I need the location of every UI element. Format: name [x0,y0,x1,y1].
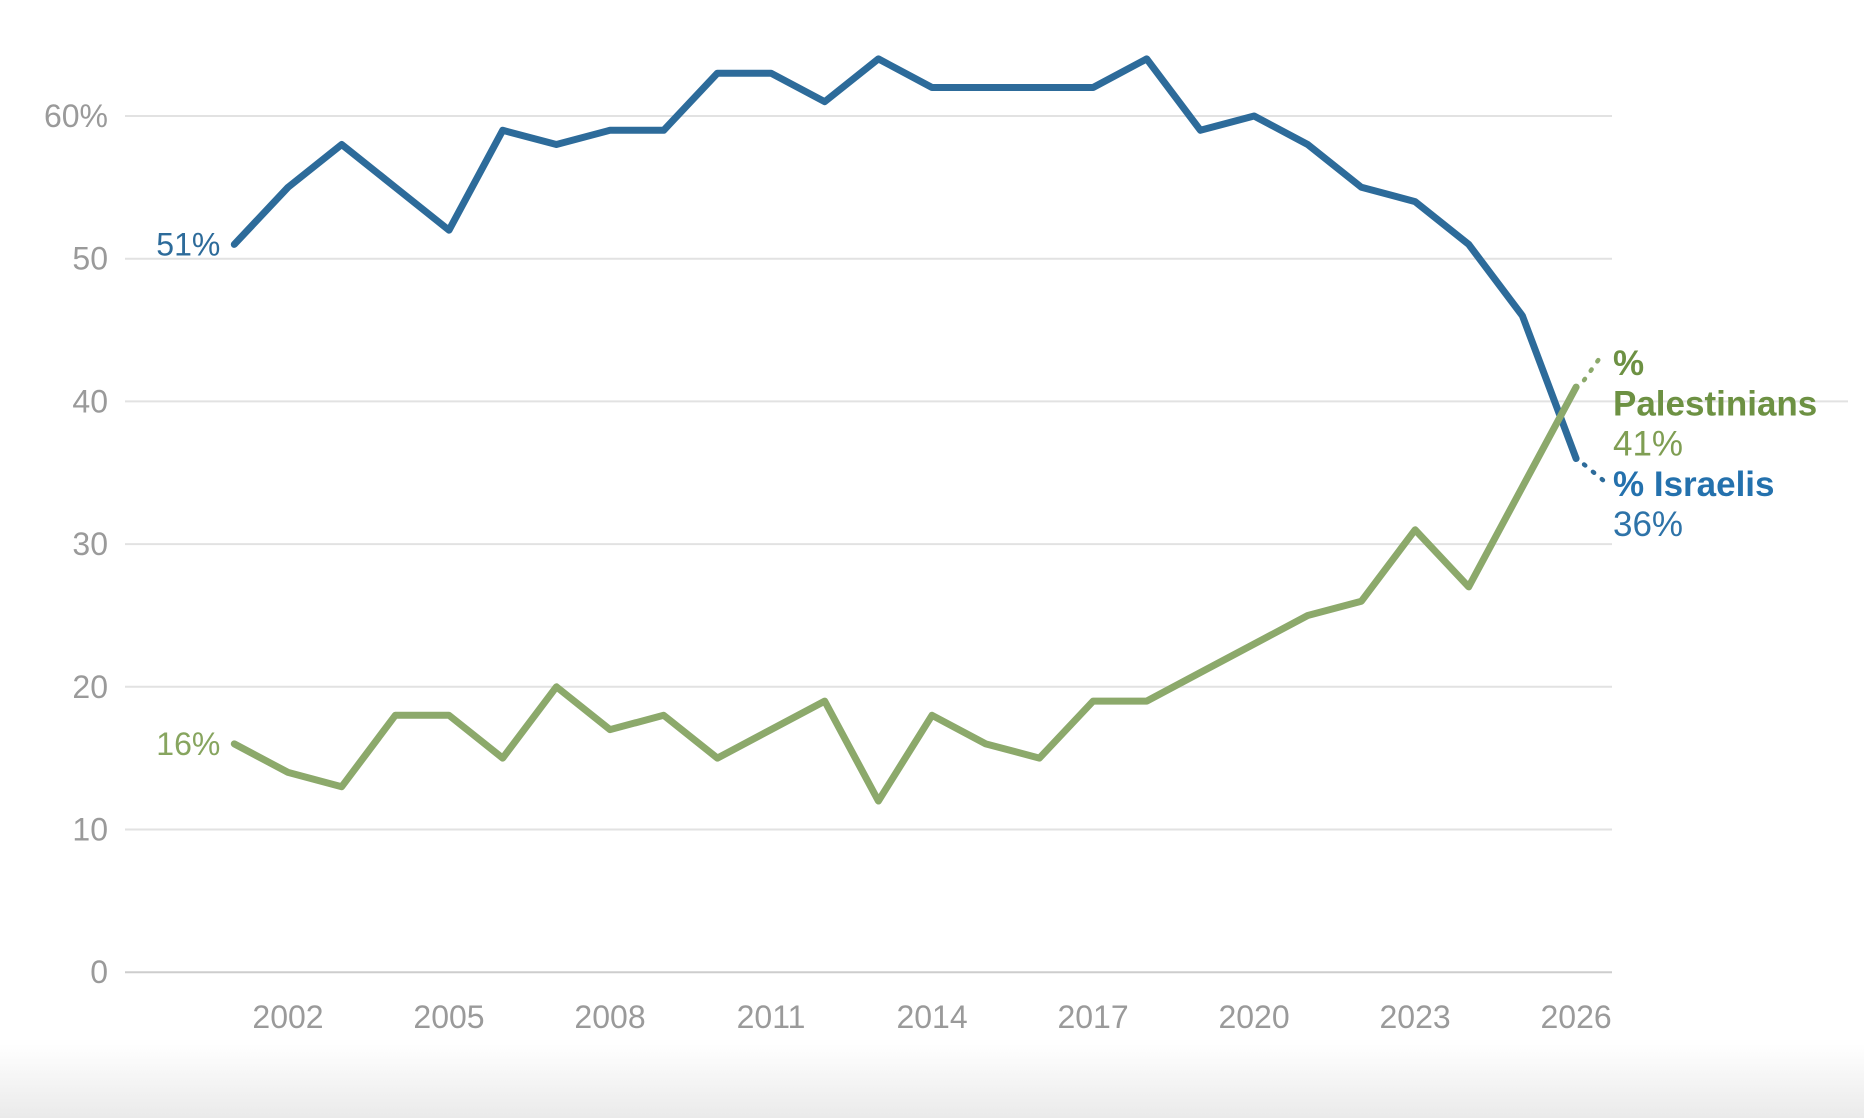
y-axis-label: 20 [72,669,108,705]
israelis-connector-dotted [1581,462,1607,484]
legend-palestinians-value: 41% [1613,425,1683,464]
x-axis-label: 2011 [737,999,806,1035]
x-axis-label: 2026 [1540,999,1611,1035]
legend-palestinians-name: Palestinians [1613,384,1817,423]
legend-israelis-name: % Israelis [1613,465,1775,504]
israelis-start-label: 51% [156,226,220,262]
y-axis-label: 0 [90,954,108,990]
x-axis-label: 2020 [1218,999,1289,1035]
x-axis-label: 2008 [574,999,645,1035]
legend-israelis-value: 36% [1613,505,1683,544]
y-axis-label: 10 [72,812,108,848]
y-axis-label: 40 [72,383,108,419]
x-axis-label: 2023 [1379,999,1450,1035]
palestinians-connector-dotted [1581,349,1607,383]
y-axis-label: 50 [72,241,108,277]
y-axis-label: 60% [44,98,108,134]
x-axis-label: 2002 [252,999,323,1035]
palestinians-line [230,383,1580,805]
x-axis-label: 2017 [1057,999,1128,1035]
y-axis-label: 30 [72,526,108,562]
legend-palestinians-name: % [1613,344,1644,383]
x-axis-label: 2014 [896,999,967,1035]
israelis-line [230,55,1580,462]
palestinians-start-label: 16% [156,726,220,762]
x-axis-label: 2005 [413,999,484,1035]
